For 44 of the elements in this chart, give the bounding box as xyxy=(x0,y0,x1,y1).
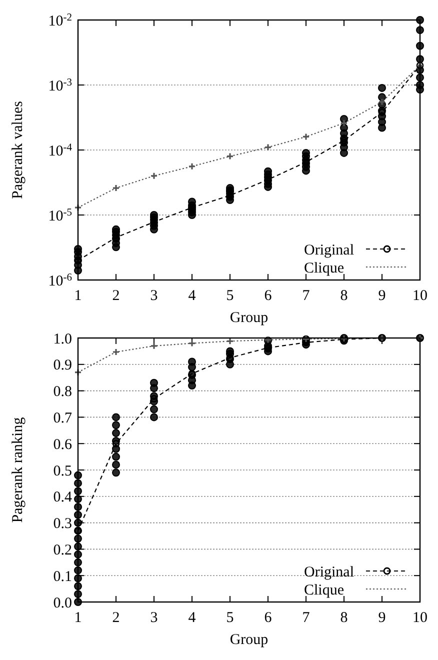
legend-label: Original xyxy=(304,242,354,258)
y-tick-label: 10$^{-5}$ xyxy=(48,206,72,224)
y-tick-label: 0.5 xyxy=(53,463,72,480)
y-tick-label: 0.1 xyxy=(53,568,72,585)
x-tick-label: 7 xyxy=(302,288,310,304)
x-tick-label: 9 xyxy=(378,610,386,626)
x-tick-label: 6 xyxy=(264,288,272,304)
x-axis-title: Group xyxy=(230,310,268,326)
y-tick-label: 0.0 xyxy=(53,595,72,612)
x-tick-label: 1 xyxy=(74,610,82,626)
x-tick-label: 3 xyxy=(150,610,158,626)
y-tick-label: 0.4 xyxy=(53,490,72,506)
y-tick-label: 0.7 xyxy=(53,410,72,426)
x-axis-title: Group xyxy=(230,632,268,648)
y-tick-label: 10$^{-6}$ xyxy=(48,272,72,290)
x-tick-label: 1 xyxy=(74,288,82,304)
y-tick-label: 10$^{-2}$ xyxy=(48,12,72,30)
x-tick-label: 8 xyxy=(340,288,348,304)
x-tick-label: 4 xyxy=(188,610,196,626)
y-axis-title: Pagerank ranking xyxy=(10,416,26,523)
y-tick-label: 0.8 xyxy=(53,384,72,400)
x-tick-label: 4 xyxy=(188,288,196,304)
x-tick-label: 7 xyxy=(302,610,310,626)
legend-label: Clique xyxy=(304,260,344,276)
x-tick-label: 9 xyxy=(378,288,386,304)
y-tick-label: 10$^{-3}$ xyxy=(48,76,72,94)
y-tick-label: 0.6 xyxy=(53,436,72,453)
y-tick-label: 0.3 xyxy=(53,516,72,532)
x-tick-label: 10 xyxy=(412,288,428,304)
y-tick-label: 1.0 xyxy=(53,331,72,348)
y-axis-title: Pagerank values xyxy=(10,100,26,199)
x-tick-label: 10 xyxy=(412,610,428,626)
x-tick-label: 5 xyxy=(226,288,234,304)
y-tick-label: 0.2 xyxy=(53,542,72,558)
x-tick-label: 3 xyxy=(150,288,158,304)
x-tick-label: 2 xyxy=(112,288,120,304)
legend-label: Clique xyxy=(304,582,344,598)
x-tick-label: 6 xyxy=(264,610,272,626)
x-tick-label: 2 xyxy=(112,610,120,626)
y-tick-label: 10$^{-4}$ xyxy=(48,142,73,160)
x-tick-label: 8 xyxy=(340,610,348,626)
x-tick-label: 5 xyxy=(226,610,234,626)
legend-label: Original xyxy=(304,564,354,580)
y-tick-label: 0.9 xyxy=(53,358,72,374)
